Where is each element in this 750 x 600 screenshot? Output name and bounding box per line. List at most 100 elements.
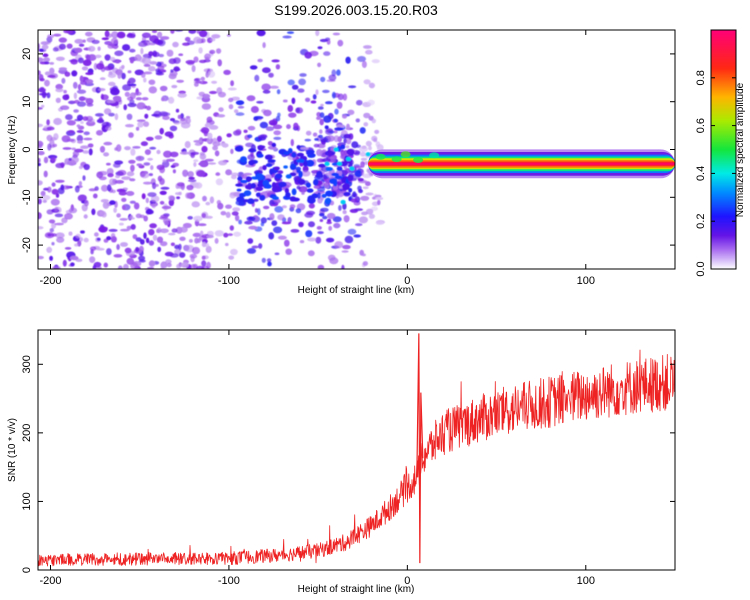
spectrogram-blob (46, 246, 53, 253)
snr-x-label: Height of straight line (km) (298, 584, 415, 595)
spectrogram-blob (315, 89, 319, 96)
spectrogram-blob (308, 203, 315, 209)
spectrogram-blob (49, 67, 55, 75)
spectrogram-blob (149, 61, 158, 65)
spectrogram-blob (375, 221, 384, 225)
spectrogram-blob (91, 208, 96, 216)
spectrogram-blob (345, 138, 352, 145)
spectrogram-blob (204, 158, 214, 162)
spectrogram-blob (262, 42, 266, 49)
spectrogram-blob (203, 131, 209, 137)
spectrogram-blob (331, 91, 336, 99)
spectrogram-blob (38, 140, 44, 148)
spectrogram-blob (187, 171, 194, 178)
spectrogram-blob (336, 69, 341, 76)
spectrogram-blob (246, 95, 256, 102)
spectrogram-blob (220, 211, 227, 216)
spectrogram-blob (176, 79, 184, 83)
spectrogram-blob (84, 79, 94, 84)
spectrogram-blob (187, 216, 193, 220)
spectrogram-blob (218, 160, 228, 166)
spectrogram-blob (64, 213, 73, 220)
spectrogram-blob (55, 83, 63, 90)
spectrogram-blob (295, 208, 302, 214)
spectrogram-hotspot (340, 199, 346, 205)
spectrogram-blob (250, 106, 259, 113)
spectrogram-blob (158, 53, 164, 58)
spectrogram-blob (65, 30, 74, 34)
spectrogram-blob (177, 92, 187, 98)
spectrogram-blob (319, 219, 324, 222)
spectrogram-blob (316, 149, 323, 157)
spectrogram-blob (269, 213, 275, 221)
spectrogram-blob (147, 192, 157, 198)
spectrogram-blob (124, 91, 130, 97)
spectrogram-blob (139, 239, 145, 245)
spectrogram-blob (209, 196, 215, 204)
spectrogram-blob (160, 241, 168, 247)
spectrogram-blob (354, 170, 363, 178)
spectrogram-blob (214, 150, 220, 157)
spectrogram-blob (49, 255, 53, 261)
spectrogram-blob (160, 186, 170, 190)
spectrogram-blob (296, 185, 301, 190)
spectrogram-blob (257, 58, 263, 63)
tone-band (368, 162, 675, 165)
spectrogram-blob (301, 186, 307, 193)
spectrogram-blob (247, 134, 253, 139)
spectrogram-blob (168, 199, 175, 207)
spectrogram-blob (44, 61, 50, 65)
spectrogram-blob (76, 89, 87, 94)
spectrogram-blob (289, 204, 296, 209)
tone-wiggle (391, 156, 402, 163)
spectrogram-blob (297, 178, 306, 185)
spectrogram-blob (54, 213, 64, 218)
spectrogram-blob (361, 60, 367, 68)
spectrogram-blob (142, 53, 152, 59)
spectrogram-blob (177, 114, 182, 119)
spectrogram-blob (74, 38, 84, 44)
spectrogram-blob (55, 232, 65, 239)
spectrogram-blob (193, 140, 203, 143)
spectrogram-blob (110, 87, 120, 96)
spectrogram-blob (88, 188, 97, 192)
spectrogram-blob (253, 198, 259, 202)
spectrogram-blob (140, 47, 144, 55)
spectrogram-blob (133, 202, 140, 210)
colorbar-tick-label: 0.4 (695, 166, 707, 181)
spectrogram-blob (73, 92, 78, 100)
spectrogram-blob (140, 172, 150, 179)
spectrogram-blob (225, 211, 231, 218)
spectrogram-blob (322, 89, 330, 94)
spectrogram-blob (174, 244, 180, 250)
spectrogram-blob (103, 108, 112, 115)
spectrogram-blob (237, 176, 243, 181)
spectrogram-blob (159, 190, 167, 195)
spectrogram-blob (315, 236, 322, 244)
spectrogram-blob (43, 170, 48, 178)
spectrogram-blob (84, 199, 89, 207)
spectrogram-blob (193, 159, 199, 163)
spectrogram-blob (318, 163, 326, 168)
spectrogram-blob (190, 263, 197, 269)
spectrogram-blob (128, 132, 134, 138)
spectrogram-hotspot (336, 161, 343, 166)
spectrogram-blob (66, 43, 73, 49)
spectrogram-blob (201, 255, 206, 260)
spectrogram-hotspot (345, 156, 352, 162)
spectrogram-blob (337, 93, 344, 101)
spectrogram-blob (341, 264, 345, 269)
spectrogram-blob (356, 99, 363, 106)
spectrogram-blob (281, 221, 292, 225)
spectrogram-blob (347, 174, 354, 181)
spectrogram-blob (286, 124, 291, 130)
spectrogram-blob (367, 99, 375, 106)
spectrogram-blob (317, 62, 322, 68)
spectrogram-blob (334, 241, 344, 249)
spectrogram-blob (149, 146, 157, 150)
spectrogram-blob (267, 159, 276, 163)
spectrogram-blob (260, 222, 265, 227)
spectrogram-blob (230, 248, 238, 256)
spectrogram-blob (324, 125, 329, 130)
spectrogram-blob (284, 239, 290, 247)
